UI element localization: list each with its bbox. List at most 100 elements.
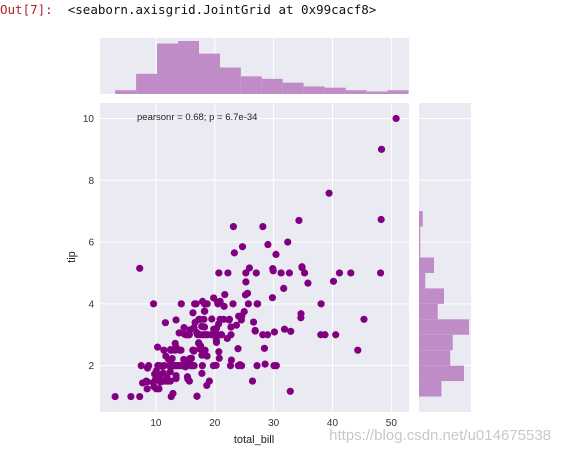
data-point bbox=[332, 331, 340, 339]
data-point bbox=[280, 284, 288, 292]
y-histogram-bar bbox=[419, 211, 423, 227]
data-point bbox=[160, 346, 168, 354]
data-point bbox=[221, 290, 229, 299]
data-point bbox=[261, 360, 269, 368]
data-point bbox=[212, 361, 220, 369]
data-point bbox=[177, 300, 185, 308]
y-tick-label: 2 bbox=[88, 361, 94, 372]
data-point bbox=[226, 362, 235, 370]
data-point bbox=[192, 300, 200, 308]
data-point bbox=[238, 243, 247, 251]
data-point bbox=[325, 189, 333, 197]
data-point bbox=[254, 300, 262, 308]
x-histogram-bar bbox=[198, 53, 220, 94]
data-point bbox=[229, 223, 238, 231]
data-point bbox=[268, 294, 277, 302]
pearson-annotation: pearsonr = 0.68; p = 6.7e-34 bbox=[137, 112, 257, 123]
watermark: https://blog.csdn.net/u014675538 bbox=[329, 427, 551, 444]
x-histogram-bar bbox=[115, 90, 137, 94]
data-point bbox=[376, 269, 385, 277]
data-point bbox=[172, 316, 180, 324]
data-point bbox=[244, 300, 252, 308]
x-histogram-bar bbox=[345, 90, 367, 94]
data-point bbox=[149, 300, 158, 308]
x-histogram-bar bbox=[157, 43, 179, 94]
data-point bbox=[217, 331, 226, 339]
data-point bbox=[224, 269, 232, 277]
x-histogram-bar bbox=[261, 78, 283, 94]
output-text: <seaborn.axisgrid.JointGrid at 0x99cacf8… bbox=[67, 2, 377, 17]
data-point bbox=[329, 277, 338, 285]
scatter-points bbox=[111, 114, 400, 401]
data-point bbox=[242, 278, 250, 286]
x-histogram-bar bbox=[324, 87, 346, 94]
data-point bbox=[200, 315, 208, 323]
data-point bbox=[201, 346, 209, 354]
data-point bbox=[225, 315, 234, 323]
data-point bbox=[215, 348, 223, 356]
data-point bbox=[253, 362, 261, 370]
y-histogram-bar bbox=[419, 350, 451, 366]
data-point bbox=[360, 315, 368, 323]
data-point bbox=[154, 343, 162, 351]
data-point bbox=[227, 331, 235, 339]
data-point bbox=[127, 392, 135, 401]
data-point bbox=[215, 269, 223, 277]
data-point bbox=[280, 325, 289, 333]
data-point bbox=[229, 300, 237, 308]
data-point bbox=[203, 352, 211, 360]
data-point bbox=[155, 385, 163, 393]
data-point bbox=[137, 362, 145, 370]
data-point bbox=[227, 323, 235, 331]
y-histogram-bar bbox=[419, 257, 434, 273]
data-point bbox=[295, 216, 303, 225]
data-point bbox=[287, 327, 295, 335]
x-histogram-bar bbox=[387, 90, 409, 94]
y-tick-label: 8 bbox=[88, 176, 94, 187]
data-point bbox=[377, 215, 385, 224]
data-point bbox=[272, 362, 280, 370]
data-point bbox=[160, 362, 168, 370]
data-point bbox=[190, 362, 198, 370]
data-point bbox=[166, 368, 174, 376]
y-histogram-bar bbox=[419, 303, 438, 320]
data-point bbox=[189, 309, 197, 317]
x-histogram-bar bbox=[136, 73, 158, 94]
data-point bbox=[286, 387, 294, 395]
data-point bbox=[180, 324, 188, 332]
x-tick-label: 10 bbox=[150, 418, 162, 429]
x-histogram-bar bbox=[178, 41, 199, 94]
y-histogram-bar bbox=[419, 381, 442, 397]
data-point bbox=[161, 319, 169, 327]
data-point bbox=[169, 389, 177, 398]
y-axis-label: tip bbox=[66, 251, 78, 263]
data-point bbox=[200, 323, 209, 331]
data-point bbox=[347, 269, 355, 277]
data-point bbox=[111, 392, 119, 401]
data-point bbox=[242, 269, 250, 277]
data-point bbox=[201, 307, 209, 315]
data-point bbox=[251, 327, 259, 335]
data-point bbox=[190, 347, 198, 355]
y-histogram-bar bbox=[419, 334, 453, 351]
data-point bbox=[185, 377, 194, 385]
y-histogram-bar bbox=[419, 272, 426, 289]
data-point bbox=[321, 331, 329, 339]
data-point bbox=[392, 114, 400, 123]
data-point bbox=[277, 269, 285, 277]
data-point bbox=[198, 369, 206, 377]
data-point bbox=[284, 238, 292, 246]
data-point bbox=[227, 356, 235, 364]
data-point bbox=[252, 269, 260, 277]
data-point bbox=[205, 377, 213, 385]
y-tick-label: 4 bbox=[88, 299, 94, 310]
data-point bbox=[203, 300, 211, 308]
data-point bbox=[259, 223, 267, 231]
x-tick-label: 30 bbox=[268, 418, 280, 429]
data-point bbox=[168, 354, 176, 363]
x-histogram-bar bbox=[219, 67, 241, 94]
data-point bbox=[143, 385, 151, 393]
data-point bbox=[220, 315, 228, 323]
data-point bbox=[317, 300, 325, 308]
